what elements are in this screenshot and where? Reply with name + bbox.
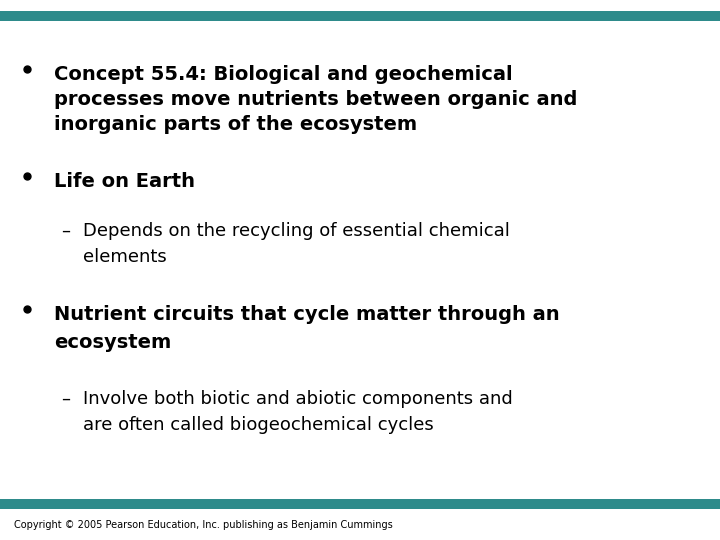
Text: Life on Earth: Life on Earth: [54, 172, 195, 191]
Bar: [0, 11, 720, 21]
Text: ecosystem: ecosystem: [54, 333, 171, 352]
Text: are often called biogeochemical cycles: are often called biogeochemical cycles: [83, 416, 433, 434]
Bar: [0, 499, 720, 509]
Text: Concept 55.4: Biological and geochemical: Concept 55.4: Biological and geochemical: [54, 65, 513, 84]
Text: elements: elements: [83, 248, 166, 266]
Text: processes move nutrients between organic and: processes move nutrients between organic…: [54, 90, 577, 109]
Text: Nutrient circuits that cycle matter through an: Nutrient circuits that cycle matter thro…: [54, 305, 559, 324]
Text: Involve both biotic and abiotic components and: Involve both biotic and abiotic componen…: [83, 390, 513, 408]
Text: inorganic parts of the ecosystem: inorganic parts of the ecosystem: [54, 115, 417, 134]
Text: Depends on the recycling of essential chemical: Depends on the recycling of essential ch…: [83, 222, 510, 240]
Text: –: –: [61, 222, 71, 240]
Text: Copyright © 2005 Pearson Education, Inc. publishing as Benjamin Cummings: Copyright © 2005 Pearson Education, Inc.…: [14, 520, 393, 530]
Text: –: –: [61, 390, 71, 408]
